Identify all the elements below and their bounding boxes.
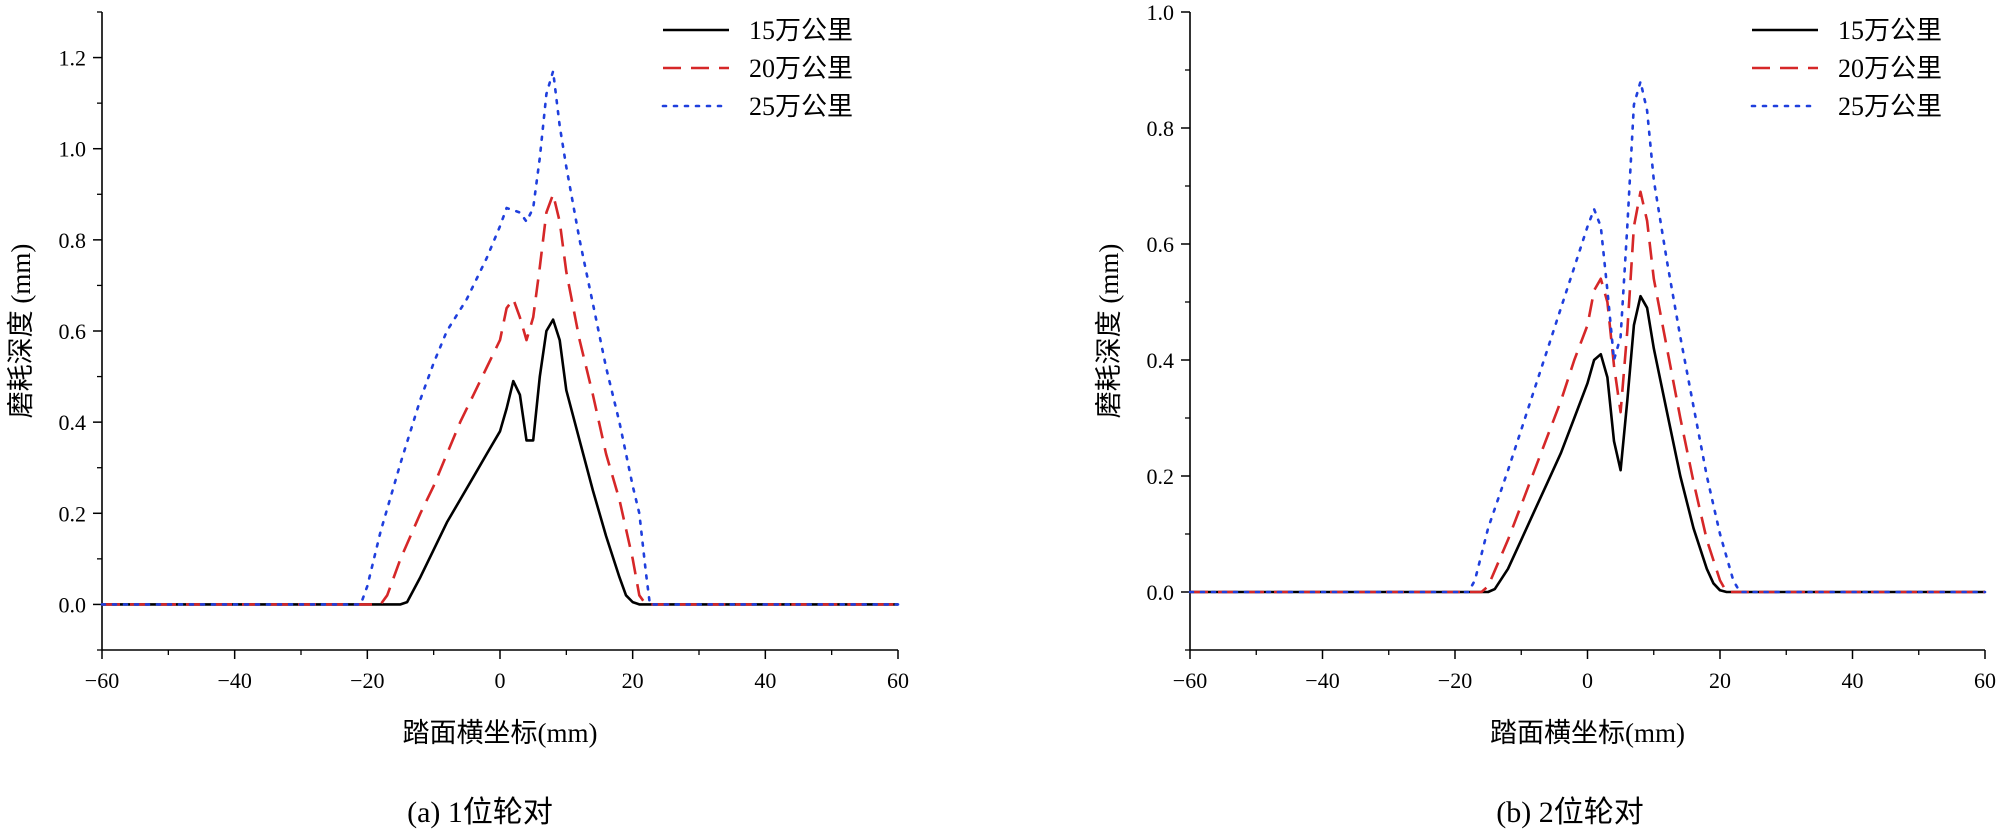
x-tick-label: 0: [495, 668, 506, 693]
y-tick-label: 0.6: [59, 319, 87, 344]
y-tick-label: 0.0: [1147, 580, 1175, 605]
y-tick-label: 1.2: [59, 46, 87, 71]
series-line-2: [1190, 190, 1985, 594]
y-tick-label: 0.2: [59, 501, 87, 526]
x-tick-label: 20: [1709, 668, 1731, 693]
chart-panel-b: −60 −40 −20 0 20 40 60 0.0 0.2 0.4 0.6 0.8 1.0 踏面横坐标(…: [1094, 0, 1996, 829]
legend-label-2: 20万公里: [749, 54, 853, 83]
legend-label-3: 25万公里: [1838, 92, 1942, 121]
legend-label-1: 15万公里: [1838, 16, 1942, 45]
legend-label-3: 25万公里: [749, 92, 853, 121]
x-tick-label: 60: [1974, 668, 1996, 693]
series-line-1: [1190, 294, 1985, 594]
x-tick-label: −60: [1173, 668, 1207, 693]
y-tick-label: 0.4: [59, 410, 87, 435]
y-tick-label: 0.4: [1147, 348, 1175, 373]
series-line-2: [102, 193, 898, 606]
x-tick-label: −40: [1305, 668, 1339, 693]
y-tick-label: 0.8: [59, 228, 87, 253]
chart-panel-a: −60 −40 −20 0 20 40 60 0.0 0.2 0.4 0.6 0.8 1.0 1.2 踏面横…: [6, 11, 909, 829]
y-tick-label: 0.2: [1147, 464, 1175, 489]
legend: 15万公里 20万公里 25万公里: [1750, 16, 1942, 121]
x-tick-label: −20: [350, 668, 384, 693]
y-tick-label: 0.8: [1147, 116, 1175, 141]
x-tick-label: −60: [85, 668, 119, 693]
y-axis-title: 磨耗深度 (mm): [6, 244, 36, 419]
x-tick-label: 40: [754, 668, 776, 693]
y-tick-label: 0.6: [1147, 232, 1175, 257]
y-axis-title: 磨耗深度 (mm): [1094, 244, 1124, 419]
x-tick-label: 60: [887, 668, 909, 693]
x-tick-label: 0: [1582, 668, 1593, 693]
x-axis-title: 踏面横坐标(mm): [403, 718, 598, 748]
legend-label-2: 20万公里: [1838, 54, 1942, 83]
legend: 15万公里 20万公里 25万公里: [661, 16, 853, 121]
series-line-3: [100, 69, 900, 606]
x-axis-title: 踏面横坐标(mm): [1490, 718, 1685, 748]
y-tick-label: 1.0: [59, 137, 87, 162]
panel-caption: (b) 2位轮对: [1496, 796, 1643, 829]
x-tick-label: −20: [1438, 668, 1472, 693]
x-tick-label: 20: [622, 668, 644, 693]
series-line-3: [1188, 80, 1987, 594]
x-tick-label: −40: [217, 668, 251, 693]
panel-caption: (a) 1位轮对: [407, 796, 553, 829]
series-line-1: [102, 318, 898, 606]
legend-label-1: 15万公里: [749, 16, 853, 45]
y-tick-label: 0.0: [59, 592, 87, 617]
x-tick-label: 40: [1842, 668, 1864, 693]
y-tick-label: 1.0: [1147, 0, 1175, 25]
